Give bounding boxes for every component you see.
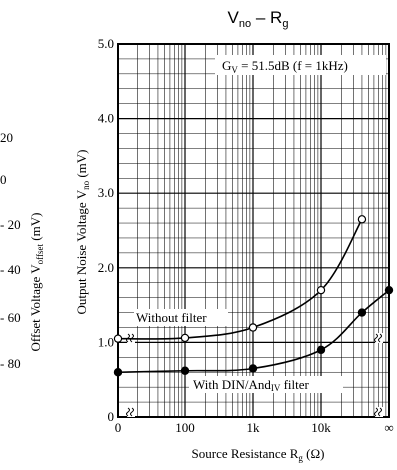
y-tick-label: 0: [108, 409, 115, 424]
data-point-with-filter: [180, 366, 190, 375]
y-tick-label: 4.0: [98, 111, 114, 126]
x-axis-label: Source Resistance Rg (Ω): [192, 446, 325, 463]
x-tick-label: 10k: [311, 420, 331, 435]
annotation-box: [215, 55, 386, 75]
plot-frame: [117, 43, 390, 418]
y-tick-label: 3.0: [98, 185, 114, 200]
series-label-without-filter: Without filter: [136, 310, 207, 325]
y-tick-labels: 0 1.0 2.0 3.0 4.0 5.0: [98, 36, 114, 424]
data-point-with-filter: [316, 345, 326, 355]
x-tick-label: 1k: [247, 420, 261, 435]
axis-break-right: [374, 333, 383, 417]
data-point-without-filter: [248, 323, 258, 332]
label-bg-without: [134, 309, 228, 326]
y-tick-label: 5.0: [98, 36, 114, 51]
data-point-without-filter: [113, 334, 123, 343]
data-point-with-filter: [357, 308, 367, 317]
x-tick-label: ∞: [384, 420, 393, 435]
gain-annotation: GV = 51.5dB (f = 1kHz): [222, 58, 348, 75]
data-point-with-filter: [113, 368, 123, 377]
axis-break-left: [126, 333, 135, 417]
data-point-without-filter: [316, 285, 326, 295]
axis-breaks: [126, 333, 383, 417]
chart-title: Vno – Rg: [228, 8, 289, 30]
x-tick-label: 0: [115, 420, 122, 435]
y-axis-label: Output Noise Voltage Vno (mV): [74, 149, 91, 314]
series-group: [113, 215, 394, 377]
left-partial-tick: - 20: [0, 217, 21, 232]
x-tick-labels: 0 100 1k 10k ∞: [115, 420, 394, 435]
label-bg-with: [189, 376, 343, 393]
series-label-with-filter: With DIN/AndIV filter: [193, 377, 310, 393]
y-tick-label: 1.0: [98, 334, 114, 349]
data-point-with-filter: [384, 285, 394, 295]
left-partial-axis: 20 0 - 20 - 40 - 60 - 80: [0, 130, 21, 371]
left-partial-tick: - 60: [0, 310, 21, 325]
data-point-without-filter: [180, 333, 190, 343]
y-tick-label: 2.0: [98, 260, 114, 275]
left-partial-tick: - 80: [0, 356, 21, 371]
left-partial-tick: 0: [0, 172, 7, 187]
data-point-with-filter: [248, 364, 258, 373]
x-tick-label: 100: [175, 420, 195, 435]
left-partial-tick: - 40: [0, 262, 21, 277]
left-partial-tick: 20: [0, 130, 13, 145]
left-partial-ylabel: Offset Voltage Voffset (mV): [28, 213, 45, 352]
grid: [118, 44, 389, 417]
data-point-without-filter: [357, 215, 367, 224]
